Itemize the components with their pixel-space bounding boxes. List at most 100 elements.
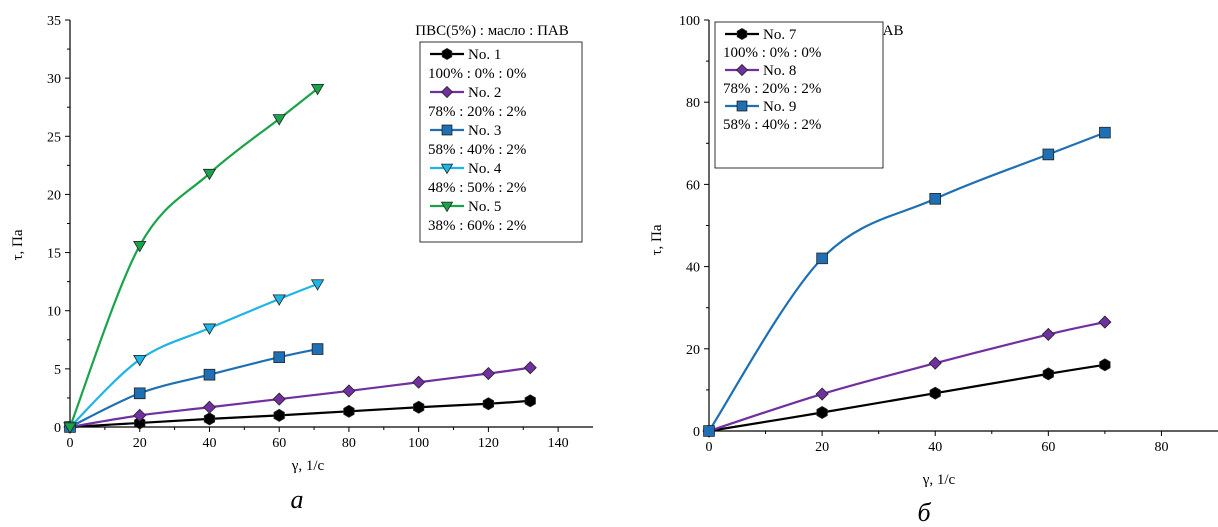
legend-series-composition: 78% : 20% : 2% bbox=[723, 81, 821, 97]
legend-swatch-marker bbox=[441, 124, 453, 136]
panel-label-b: б bbox=[917, 498, 931, 527]
x-tick-label: 0 bbox=[706, 440, 713, 455]
x-tick-label: 60 bbox=[1041, 440, 1055, 455]
legend-swatch-marker bbox=[440, 201, 454, 213]
legend-series-name: No. 5 bbox=[468, 199, 501, 215]
x-tick-label: 20 bbox=[815, 440, 829, 455]
data-point bbox=[1099, 126, 1111, 139]
data-point bbox=[482, 397, 494, 411]
data-point bbox=[1099, 358, 1111, 372]
data-point bbox=[816, 252, 828, 265]
x-tick-label: 40 bbox=[928, 440, 942, 455]
data-point bbox=[133, 354, 147, 367]
data-point bbox=[202, 168, 217, 181]
plot-area-a: 0 20 40 60 80 100 120 140 0 5 10 15 20 25 30 35 bbox=[47, 14, 593, 451]
x-tick-label: 140 bbox=[548, 436, 569, 451]
legend-series-name: No. 7 bbox=[763, 27, 797, 43]
data-point bbox=[203, 368, 216, 381]
y-tick-label: 30 bbox=[47, 72, 61, 87]
data-point bbox=[133, 387, 146, 400]
legend-series-composition: 100% : 0% : 0% bbox=[723, 45, 821, 61]
legend-series-composition: 48% : 50% : 2% bbox=[428, 180, 526, 196]
plot-area-b: 0 20 40 60 80 0 20 40 60 80 100 bbox=[679, 14, 1218, 455]
panel-label-a: а bbox=[291, 485, 304, 514]
data-point bbox=[63, 422, 77, 434]
y-tick-label: 0 bbox=[693, 425, 700, 440]
data-point bbox=[272, 392, 286, 406]
legend-series-name: No. 9 bbox=[763, 99, 796, 115]
data-point bbox=[203, 412, 216, 426]
legend-series-composition: 78% : 20% : 2% bbox=[428, 104, 526, 120]
data-point bbox=[133, 240, 147, 253]
y-tick-label: 0 bbox=[54, 421, 61, 436]
legend-series-composition: 100% : 0% : 0% bbox=[428, 66, 526, 82]
data-point bbox=[815, 387, 829, 401]
data-point bbox=[703, 425, 715, 437]
y-axis-title-b: τ, Па bbox=[649, 224, 665, 255]
data-point bbox=[1042, 148, 1055, 161]
legend-swatch-marker bbox=[440, 163, 454, 175]
y-tick-label: 35 bbox=[47, 14, 61, 29]
data-point bbox=[342, 384, 356, 398]
y-tick-label: 40 bbox=[686, 261, 700, 276]
data-point bbox=[1041, 327, 1055, 341]
x-tick-label: 20 bbox=[133, 436, 147, 451]
data-point bbox=[202, 323, 217, 335]
legend-title: ПВС(5%) : масло : ПАВ bbox=[415, 23, 569, 39]
data-point bbox=[816, 406, 828, 419]
data-point bbox=[310, 84, 325, 96]
y-tick-label: 20 bbox=[47, 188, 61, 203]
y-tick-label: 20 bbox=[686, 343, 700, 358]
data-point bbox=[412, 375, 426, 389]
series-line bbox=[708, 321, 1106, 433]
y-tick-label: 5 bbox=[54, 363, 61, 378]
series-line bbox=[708, 131, 1106, 432]
series-line bbox=[68, 87, 319, 428]
legend-series-composition: 38% : 60% : 2% bbox=[428, 218, 526, 234]
x-tick-label: 80 bbox=[1154, 440, 1168, 455]
x-tick-label: 0 bbox=[67, 436, 74, 451]
data-point bbox=[1042, 367, 1054, 381]
x-tick-label: 60 bbox=[272, 436, 286, 451]
data-point bbox=[928, 356, 942, 370]
data-point bbox=[1098, 315, 1112, 329]
legend-swatch-marker bbox=[440, 85, 454, 99]
y-tick-label: 15 bbox=[47, 247, 61, 262]
x-tick-label: 80 bbox=[342, 436, 356, 451]
legend-swatch-marker bbox=[736, 28, 748, 40]
legend-box bbox=[714, 21, 884, 169]
series-no-5 bbox=[63, 84, 325, 434]
legend-series-name: No. 1 bbox=[468, 47, 501, 63]
data-point bbox=[524, 394, 536, 408]
series-no-9 bbox=[703, 126, 1111, 437]
data-point bbox=[272, 114, 286, 126]
data-point bbox=[273, 408, 285, 422]
x-tick-label: 100 bbox=[408, 436, 429, 451]
data-point bbox=[413, 400, 425, 414]
x-tick-label: 120 bbox=[478, 436, 499, 451]
legend-swatch-marker bbox=[736, 100, 748, 112]
y-tick-label: 80 bbox=[686, 96, 700, 111]
data-point bbox=[202, 400, 217, 414]
legend-swatch-marker bbox=[441, 48, 453, 60]
legend-swatch-marker bbox=[735, 63, 749, 77]
y-tick-label: 100 bbox=[679, 14, 700, 29]
x-axis-title-b: γ, 1/с bbox=[922, 472, 956, 488]
data-point bbox=[481, 366, 495, 381]
data-point bbox=[134, 416, 146, 430]
data-point bbox=[311, 343, 324, 355]
series-no-8 bbox=[702, 315, 1112, 438]
x-tick-label: 40 bbox=[202, 436, 216, 451]
x-axis-title-a: γ, 1/с bbox=[291, 458, 325, 474]
data-point bbox=[272, 294, 286, 306]
data-point bbox=[523, 361, 537, 375]
data-point bbox=[133, 408, 147, 422]
legend-series-composition: 58% : 40% : 2% bbox=[723, 117, 821, 133]
y-axis-title-a: τ, Па bbox=[10, 229, 26, 260]
data-point bbox=[310, 279, 325, 291]
legend-series-name: No. 4 bbox=[468, 161, 502, 177]
legend-series-name: No. 2 bbox=[468, 85, 501, 101]
legend-series-name: No. 3 bbox=[468, 123, 501, 139]
